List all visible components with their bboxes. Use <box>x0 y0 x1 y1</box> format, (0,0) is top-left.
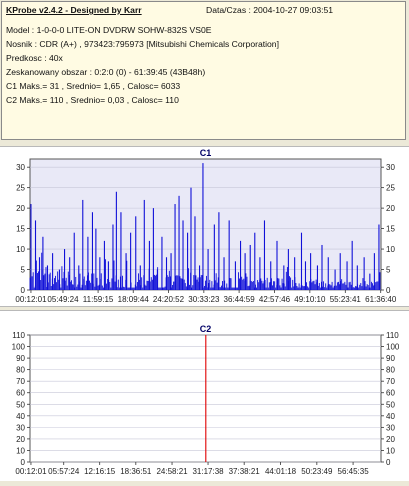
y-tick-label: 30 <box>386 163 395 172</box>
y-tick-label: 110 <box>12 331 25 340</box>
c1-summary: C1 Maks.= 31 , Srednio= 1,65 , Calosc= 6… <box>6 81 181 91</box>
y-tick-label: 10 <box>16 446 25 455</box>
y-tick-label: 110 <box>386 331 399 340</box>
y-tick-label: 50 <box>386 400 395 409</box>
y-tick-label: 25 <box>386 184 395 193</box>
c2-chart-panel: 0 0 10 10 20 20 30 30 40 40 50 50 60 60 70 70 80 80 90 90 10… <box>0 310 409 481</box>
y-tick-label: 80 <box>386 366 395 375</box>
y-tick-label: 80 <box>16 366 25 375</box>
y-tick-label: 0 <box>386 286 391 295</box>
info-panel: KProbe v2.4.2 - Designed by Karr Data/Cz… <box>1 1 406 140</box>
y-tick-label: 0 <box>21 458 26 467</box>
x-tick-label: 24:58:21 <box>156 467 188 476</box>
y-tick-label: 50 <box>16 400 25 409</box>
y-tick-label: 10 <box>386 446 395 455</box>
y-tick-label: 100 <box>386 343 400 352</box>
x-tick-label: 12:16:15 <box>84 467 116 476</box>
y-tick-label: 5 <box>21 266 26 275</box>
app-title: KProbe v2.4.2 - Designed by Karr <box>6 5 142 15</box>
x-tick-label: 56:45:35 <box>338 467 370 476</box>
y-tick-label: 0 <box>386 458 391 467</box>
y-tick-label: 90 <box>386 354 395 363</box>
y-tick-label: 20 <box>386 204 395 213</box>
y-tick-label: 15 <box>386 225 395 234</box>
y-tick-label: 20 <box>386 435 395 444</box>
y-tick-label: 60 <box>16 389 25 398</box>
x-tick-label: 00:12:01 <box>15 467 47 476</box>
y-tick-label: 5 <box>386 266 391 275</box>
x-tick-label: 49:10:10 <box>294 295 326 304</box>
x-tick-label: 44:01:18 <box>265 467 297 476</box>
y-tick-label: 70 <box>386 377 395 386</box>
x-tick-label: 30:33:23 <box>188 295 220 304</box>
y-tick-label: 60 <box>386 389 395 398</box>
x-tick-label: 55:23:41 <box>330 295 362 304</box>
x-tick-label: 11:59:15 <box>83 295 114 304</box>
y-tick-label: 20 <box>16 435 25 444</box>
y-tick-label: 0 <box>21 286 26 295</box>
x-tick-label: 61:36:40 <box>365 295 397 304</box>
y-tick-label: 30 <box>386 423 395 432</box>
x-tick-label: 42:57:46 <box>259 295 291 304</box>
c2-summary: C2 Maks.= 110 , Srednio= 0,03 , Calosc= … <box>6 95 179 105</box>
x-tick-label: 24:20:52 <box>153 295 185 304</box>
chart-title: C2 <box>200 324 212 334</box>
y-tick-label: 100 <box>12 343 26 352</box>
drive-model: Model : 1-0-0-0 LITE-ON DVDRW SOHW-832S … <box>6 25 212 35</box>
y-tick-label: 20 <box>16 204 25 213</box>
x-tick-label: 18:36:51 <box>120 467 152 476</box>
media-info: Nosnik : CDR (A+) , 973423:795973 [Mitsu… <box>6 39 279 49</box>
y-tick-label: 30 <box>16 163 25 172</box>
x-tick-label: 05:49:24 <box>47 295 79 304</box>
y-tick-label: 15 <box>16 225 25 234</box>
x-tick-label: 50:23:49 <box>301 467 333 476</box>
y-tick-label: 40 <box>386 412 395 421</box>
c2-chart: 0 0 10 10 20 20 30 30 40 40 50 50 60 60 70 70 80 80 90 90 10… <box>12 324 400 476</box>
x-tick-label: 37:38:21 <box>229 467 261 476</box>
y-tick-label: 30 <box>16 423 25 432</box>
x-tick-label: 05:57:24 <box>48 467 80 476</box>
scanned-range: Zeskanowany obszar : 0:2:0 (0) - 61:39:4… <box>6 67 206 77</box>
y-tick-label: 10 <box>386 245 395 254</box>
y-tick-label: 10 <box>16 245 25 254</box>
x-tick-label: 31:17:38 <box>192 467 224 476</box>
x-tick-label: 18:09:44 <box>118 295 150 304</box>
c1-chart: 0 0 5 5 10 10 15 15 20 20 25 25 30 30 00:12:01 05:49:24… <box>15 148 397 304</box>
x-tick-label: 36:44:59 <box>224 295 256 304</box>
scan-datetime: Data/Czas : 2004-10-27 09:03:51 <box>206 5 334 15</box>
chart-title: C1 <box>200 148 212 158</box>
y-tick-label: 40 <box>16 412 25 421</box>
scan-speed: Predkosc : 40x <box>6 53 63 63</box>
c1-chart-panel: 0 0 5 5 10 10 15 15 20 20 25 25 30 30 00:12:01 05:49:24… <box>0 146 409 307</box>
y-tick-label: 90 <box>16 354 25 363</box>
y-tick-label: 25 <box>16 184 25 193</box>
x-tick-label: 00:12:01 <box>15 295 47 304</box>
y-tick-label: 70 <box>16 377 25 386</box>
